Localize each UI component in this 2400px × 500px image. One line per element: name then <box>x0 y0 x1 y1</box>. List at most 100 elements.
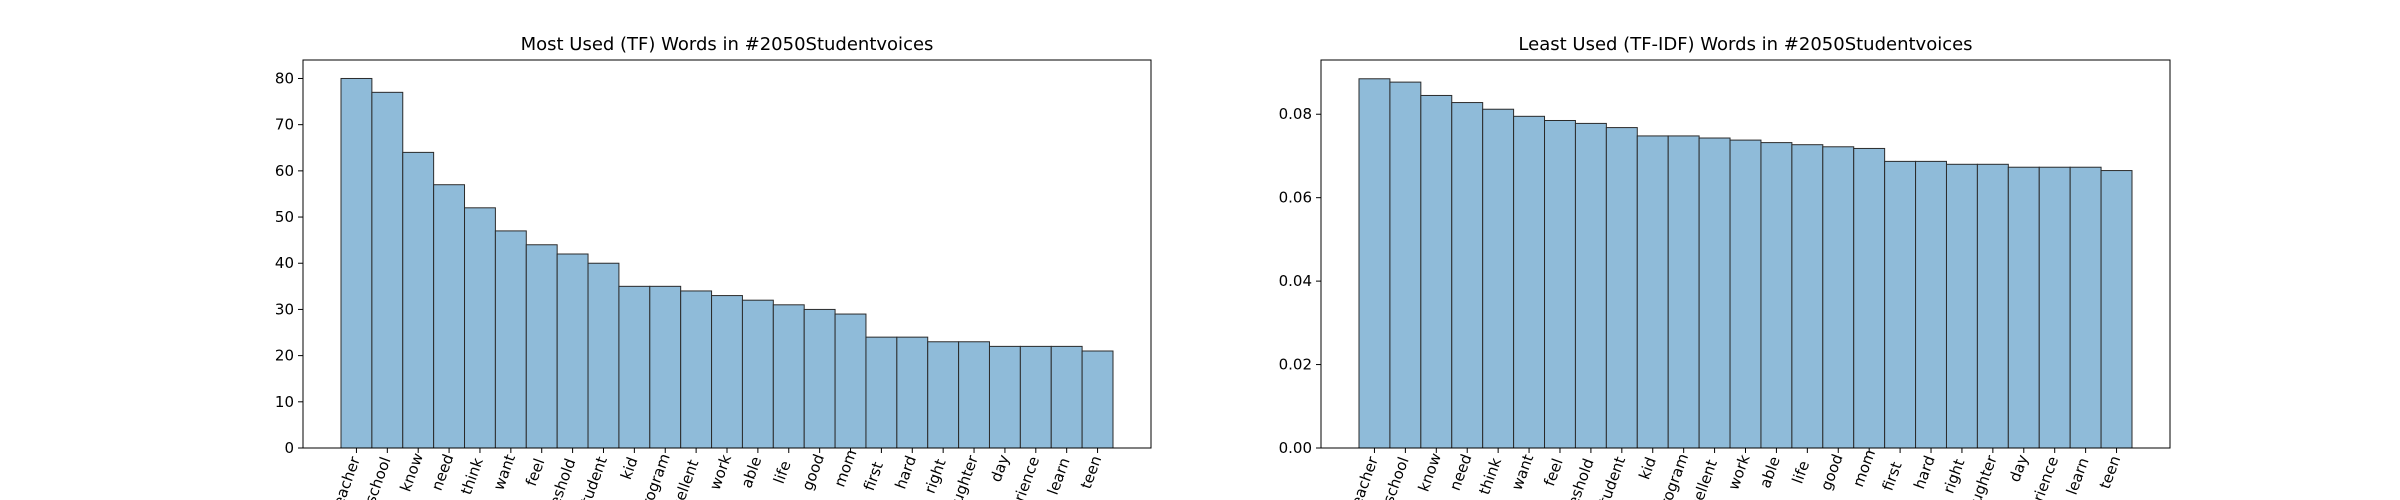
y-tick-label: 0.02 <box>1279 356 1312 374</box>
bar <box>1822 146 1855 449</box>
x-tick-label: teen <box>2096 453 2124 491</box>
y-tick-label: 0 <box>284 439 294 457</box>
bar <box>1853 147 1886 449</box>
x-tick-label: good <box>798 452 828 493</box>
bar <box>1544 119 1576 449</box>
x-tick-label: kid <box>617 455 642 482</box>
bar <box>649 285 682 449</box>
bar <box>896 336 929 449</box>
bar <box>927 341 960 449</box>
bar <box>556 253 589 449</box>
x-tick-label: feel <box>522 456 548 488</box>
bar <box>803 308 836 449</box>
x-tick-label: teacher <box>327 453 364 500</box>
x-tick-label: feel <box>1540 456 1566 488</box>
x-tick-label: learn <box>1044 455 1074 497</box>
bar <box>340 77 373 449</box>
bar <box>2069 166 2102 449</box>
bar <box>2038 166 2071 449</box>
x-tick-label: hard <box>1910 453 1939 491</box>
bar <box>711 295 743 449</box>
x-tick-label: know <box>1415 451 1445 494</box>
bar <box>1482 108 1515 449</box>
x-tick-label: know <box>396 451 426 494</box>
x-tick-label: mom <box>830 447 860 489</box>
x-tick-label: think <box>457 455 487 497</box>
x-tick-label: daughter <box>1960 452 2001 500</box>
y-tick-label: 40 <box>275 254 294 272</box>
x-tick-label: day <box>2006 452 2032 484</box>
bar <box>1513 115 1546 449</box>
bar <box>1605 127 1638 449</box>
x-tick-label: able <box>1756 454 1784 490</box>
bar <box>1050 345 1083 449</box>
x-tick-label: right <box>1939 457 1968 496</box>
x-tick-label: teen <box>1077 453 1105 491</box>
y-tick-label: 70 <box>275 116 294 134</box>
x-tick-label: program <box>635 451 674 500</box>
bar <box>741 299 774 449</box>
x-tick-label: student <box>1593 454 1630 500</box>
bar <box>1019 345 1052 449</box>
bar <box>834 313 867 449</box>
x-tick-label: hard <box>891 453 920 491</box>
y-tick-label: 30 <box>275 300 294 318</box>
bar <box>1791 144 1824 449</box>
bar <box>618 285 651 449</box>
bar <box>1884 160 1917 449</box>
bar <box>2007 166 2040 449</box>
y-tick-label: 60 <box>275 162 294 180</box>
bar <box>958 341 990 449</box>
chart-title: Most Used (TF) Words in #2050Studentvoic… <box>521 34 934 55</box>
axes-frame <box>302 59 1152 449</box>
axes-frame <box>1320 59 2171 449</box>
bar <box>680 290 713 449</box>
x-tick-label: work <box>706 452 735 493</box>
x-tick-label: learn <box>2063 455 2093 497</box>
x-tick-label: want <box>1508 452 1538 493</box>
chart-title: Least Used (TF-IDF) Words in #2050Studen… <box>1518 34 1972 55</box>
bar <box>1667 135 1700 449</box>
bar <box>865 336 898 449</box>
bar <box>1729 139 1762 449</box>
bar <box>772 304 805 449</box>
bar <box>1945 163 1978 449</box>
bar <box>1636 135 1669 449</box>
y-tick-label: 0.08 <box>1279 105 1312 123</box>
bar <box>1081 350 1114 449</box>
bar <box>433 184 466 449</box>
x-tick-label: student <box>574 454 611 500</box>
x-tick-label: life <box>1788 458 1813 486</box>
bar <box>1389 81 1422 449</box>
x-tick-label: need <box>1446 452 1476 493</box>
x-tick-label: mom <box>1849 447 1879 489</box>
x-tick-label: right <box>921 457 950 496</box>
bar <box>1698 137 1731 449</box>
bar <box>587 262 620 449</box>
x-tick-label: want <box>490 452 520 493</box>
bar <box>525 244 558 449</box>
bar <box>1976 163 2009 449</box>
x-tick-label: think <box>1475 455 1505 497</box>
bar <box>1358 78 1391 449</box>
bar <box>1420 94 1453 449</box>
bar <box>2100 170 2133 449</box>
x-tick-label: able <box>737 454 765 490</box>
x-tick-label: need <box>428 452 458 493</box>
y-tick-label: 20 <box>275 347 294 365</box>
y-tick-label: 0.00 <box>1279 439 1312 457</box>
y-tick-label: 0.04 <box>1279 272 1312 290</box>
bar <box>464 207 496 449</box>
y-tick-label: 50 <box>275 208 294 226</box>
x-tick-label: good <box>1817 452 1847 493</box>
bar <box>1574 122 1607 449</box>
bar <box>494 230 527 449</box>
y-tick-label: 0.06 <box>1279 189 1312 207</box>
bar <box>402 151 435 449</box>
bar <box>1760 142 1793 449</box>
x-tick-label: first <box>1879 459 1906 493</box>
bar <box>988 345 1021 449</box>
x-tick-label: kid <box>1635 455 1660 482</box>
x-tick-label: school <box>361 455 394 500</box>
